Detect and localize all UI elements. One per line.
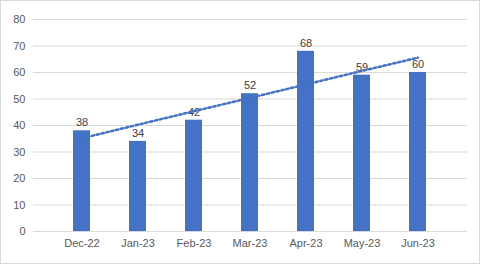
svg-text:20: 20 <box>13 172 25 184</box>
svg-text:Feb-23: Feb-23 <box>177 237 212 249</box>
svg-text:Jun-23: Jun-23 <box>401 237 435 249</box>
svg-text:50: 50 <box>13 93 25 105</box>
svg-text:80: 80 <box>13 13 25 25</box>
svg-text:10: 10 <box>13 199 25 211</box>
svg-text:Mar-23: Mar-23 <box>233 237 268 249</box>
svg-text:38: 38 <box>76 116 88 128</box>
svg-text:70: 70 <box>13 40 25 52</box>
svg-text:40: 40 <box>13 119 25 131</box>
svg-text:60: 60 <box>13 66 25 78</box>
svg-text:68: 68 <box>300 37 312 49</box>
svg-text:30: 30 <box>13 146 25 158</box>
svg-text:Dec-22: Dec-22 <box>64 237 99 249</box>
svg-text:May-23: May-23 <box>344 237 381 249</box>
svg-text:59: 59 <box>355 60 369 73</box>
svg-text:Apr-23: Apr-23 <box>289 237 322 249</box>
svg-text:52: 52 <box>244 79 256 91</box>
svg-text:42: 42 <box>187 105 201 118</box>
svg-text:0: 0 <box>19 225 25 237</box>
svg-text:60: 60 <box>411 58 425 70</box>
svg-text:34: 34 <box>132 127 144 139</box>
svg-text:Jan-23: Jan-23 <box>121 237 155 249</box>
